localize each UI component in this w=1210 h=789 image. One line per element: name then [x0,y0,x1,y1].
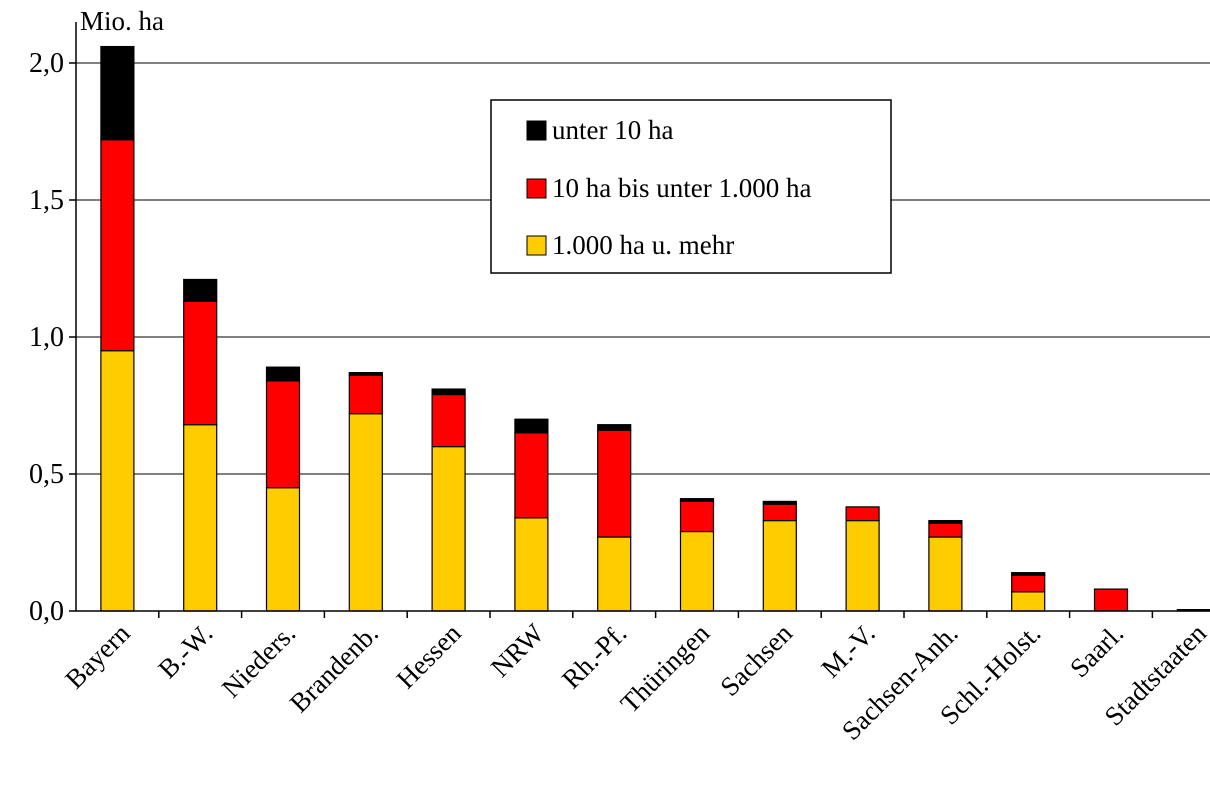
bar-segment [597,429,632,538]
bar-segment [597,424,632,431]
bar-segment [100,139,135,352]
legend-box [490,99,892,274]
x-category-label: Brandenb. [284,618,384,718]
bar-segment [100,350,135,612]
x-category-label: NRW [485,618,550,683]
bar-segment [183,300,218,426]
bar-segment [348,374,383,415]
bar-segment [431,446,466,612]
x-category-label: Rh.-Pf. [556,618,632,694]
bar-segment [679,498,715,503]
y-tick-label: 0,5 [29,459,64,490]
x-category-label: Nieders. [216,618,301,703]
bar-segment [845,506,880,522]
legend: unter 10 ha 10 ha bis unter 1.000 ha 1.000… [490,99,892,274]
bar-segment [928,519,963,524]
bar-segment [845,519,880,612]
bar-segment [597,536,632,612]
bar-segment [1011,572,1046,576]
legend-swatch [526,120,547,141]
legend-swatch [526,178,547,199]
bar-segment [762,500,797,505]
legend-label: 1.000 ha u. mehr [552,230,734,260]
y-tick-label: 1,5 [29,185,64,216]
axes [75,22,1210,612]
bar-segment [514,432,549,519]
bar-segment [762,503,797,522]
y-ticks: 0,0 0,5 1,0 1,5 2,0 [29,48,76,627]
bar-segment [348,413,383,612]
x-category-label: Sachsen [714,618,798,702]
bar-segment [679,530,715,612]
bar-segment [1011,574,1046,593]
bar-segment [1011,591,1046,612]
x-ticks: Bayern B.-W.Nieders.Brandenb. Hessen NRW Rh.… [59,611,1210,746]
bar-segment [183,424,218,612]
bar-segment [348,372,383,376]
legend-label: 10 ha bis unter 1.000 ha [552,173,811,203]
y-unit-label: Mio. ha [80,6,164,36]
bar-segment [514,517,549,612]
bar-segment [265,366,301,382]
bars [100,45,1210,612]
bar-segment [431,393,466,448]
bar-segment [928,536,963,612]
legend-swatch [526,235,547,256]
y-tick-label: 0,0 [29,596,64,627]
bar-segment [183,278,218,302]
legend-label: unter 10 ha [552,115,673,145]
y-tick-label: 2,0 [29,48,64,79]
x-category-label: Bayern [59,618,136,695]
x-category-label: M.-V. [815,618,880,683]
x-category-label: Saarl. [1064,618,1129,683]
bar-segment [265,380,301,489]
bar-segment [514,418,549,434]
bar-segment [100,45,135,141]
bar-segment [928,522,963,538]
bar-segment [431,388,466,396]
x-category-label: B.-W. [152,618,218,684]
y-tick-label: 1,0 [29,322,64,353]
bar-segment [762,519,797,612]
bar-segment [1093,588,1129,612]
x-category-label: Thüringen [614,618,715,719]
x-category-label: Hessen [390,618,467,695]
bar-segment [265,487,301,612]
bar-segment [679,500,715,533]
